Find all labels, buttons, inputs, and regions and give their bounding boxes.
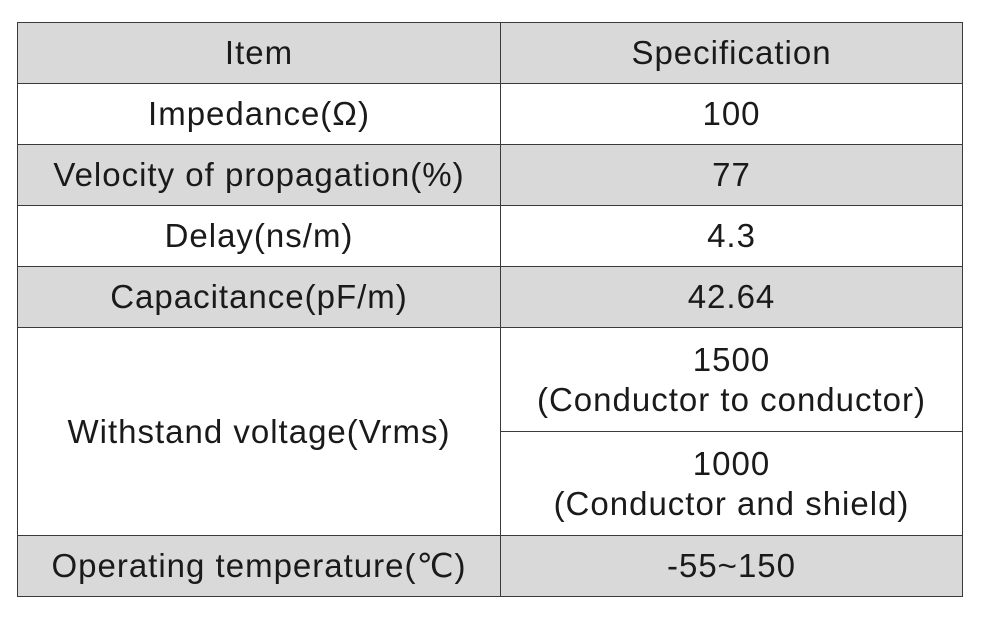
table-row-operating-temperature: Operating temperature(℃) -55~150 [17,535,963,597]
table-row-delay: Delay(ns/m) 4.3 [17,205,963,267]
table-row-withstand-1: Withstand voltage(Vrms) 1500 (Conductor … [17,327,963,536]
row-spec-value: 100 [500,83,963,145]
table-row-velocity: Velocity of propagation(%) 77 [17,144,963,206]
withstand-value-2: 1000 [692,444,771,482]
withstand-item-label: Withstand voltage(Vrms) [17,327,501,536]
withstand-spec-conductor-to-conductor: 1500 (Conductor to conductor) [500,327,963,432]
row-item-label: Delay(ns/m) [17,205,501,267]
specification-table: Item Specification Impedance(Ω) 100 Velo… [17,22,963,597]
row-item-label: Capacitance(pF/m) [17,266,501,328]
row-item-label: Impedance(Ω) [17,83,501,145]
row-spec-value: -55~150 [500,535,963,597]
table-header-row: Item Specification [17,22,963,84]
withstand-note-2: (Conductor and shield) [553,484,910,522]
row-item-label: Operating temperature(℃) [17,535,501,597]
row-item-label: Velocity of propagation(%) [17,144,501,206]
row-spec-value: 42.64 [500,266,963,328]
header-specification: Specification [500,22,963,84]
table-row-capacitance: Capacitance(pF/m) 42.64 [17,266,963,328]
table-row-impedance: Impedance(Ω) 100 [17,83,963,145]
withstand-spec-conductor-and-shield: 1000 (Conductor and shield) [500,431,963,536]
withstand-note-1: (Conductor to conductor) [536,380,926,418]
header-item: Item [17,22,501,84]
withstand-value-1: 1500 [692,340,771,378]
row-spec-value: 77 [500,144,963,206]
row-spec-value: 4.3 [500,205,963,267]
